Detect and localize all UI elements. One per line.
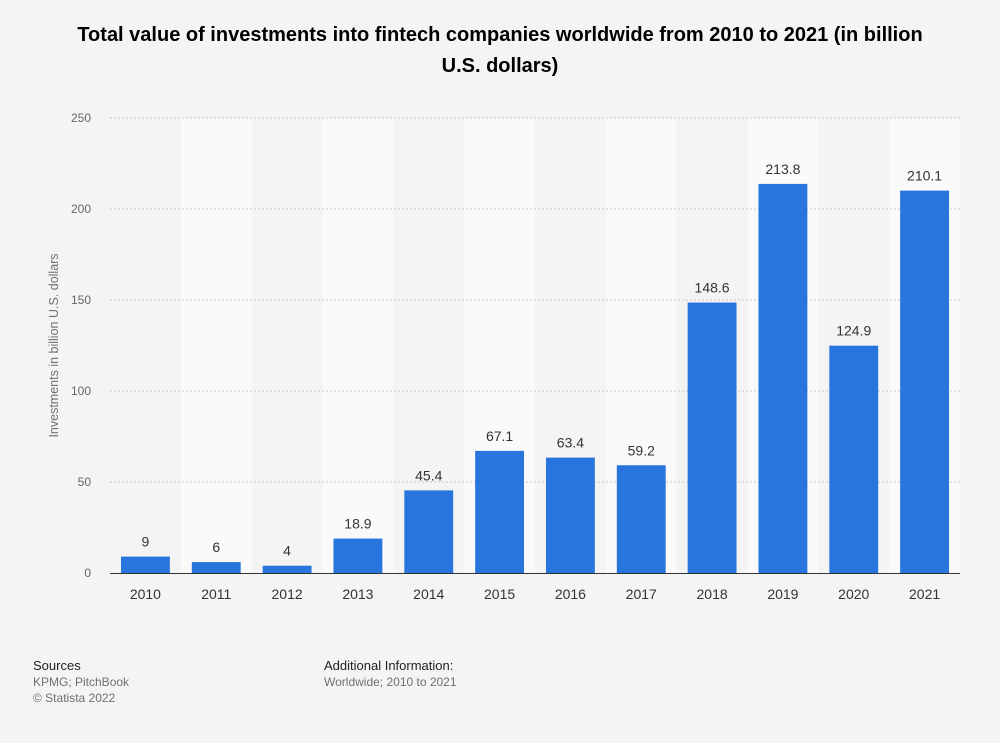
data-label-2019: 213.8 [765, 161, 800, 177]
data-label-2018: 148.6 [695, 280, 730, 296]
chart-title: Total value of investments into fintech … [77, 24, 923, 77]
x-tick-label-2017: 2017 [626, 586, 657, 602]
y-tick-label: 100 [71, 384, 91, 398]
bar-2011 [191, 562, 241, 573]
bar-2010 [120, 556, 170, 573]
bar-2020 [829, 345, 879, 573]
additional-info-heading: Additional Information: [324, 658, 454, 673]
band-2011 [180, 118, 252, 573]
x-tick-label-2012: 2012 [272, 586, 303, 602]
data-label-2015: 67.1 [486, 428, 513, 444]
bar-2013 [333, 538, 383, 573]
data-label-2013: 18.9 [344, 516, 371, 532]
data-label-2017: 59.2 [628, 442, 655, 458]
band-2013 [322, 118, 394, 573]
sources-block: Sources KPMG; PitchBook © Statista 2022 [33, 658, 129, 706]
gridlines [110, 117, 960, 483]
y-tick-label: 200 [71, 202, 91, 216]
bar-2019 [758, 183, 808, 573]
x-tick-label-2018: 2018 [697, 586, 728, 602]
x-tick-label-2021: 2021 [909, 586, 940, 602]
x-tick-label-2013: 2013 [342, 586, 373, 602]
bar-2018 [687, 302, 737, 573]
x-tick-label-2010: 2010 [130, 586, 161, 602]
bar-2017 [616, 465, 666, 573]
x-tick-label-2014: 2014 [413, 586, 444, 602]
x-tick-label-2015: 2015 [484, 586, 515, 602]
sources-heading: Sources [33, 658, 81, 673]
additional-info-text: Worldwide; 2010 to 2021 [324, 675, 457, 689]
y-tick-label: 150 [71, 293, 91, 307]
data-label-2014: 45.4 [415, 467, 442, 483]
data-label-2020: 124.9 [836, 323, 871, 339]
x-tick-label-2020: 2020 [838, 586, 869, 602]
x-tick-label-2019: 2019 [767, 586, 798, 602]
copyright-text: © Statista 2022 [33, 691, 116, 705]
data-label-2021: 210.1 [907, 168, 942, 184]
data-label-2016: 63.4 [557, 435, 584, 451]
bars [120, 183, 950, 574]
data-label-2010: 9 [142, 534, 150, 550]
x-tick-label-2011: 2011 [201, 586, 231, 602]
y-tick-label: 250 [71, 111, 91, 125]
bar-2015 [475, 450, 525, 573]
data-label-2011: 6 [212, 539, 220, 555]
sources-text: KPMG; PitchBook [33, 675, 130, 689]
data-label-2012: 4 [283, 543, 291, 559]
x-axis-ticks: 2010 2011 2012 2013 2014 2015 2016 2017 2018 2019… [130, 586, 941, 602]
x-tick-label-2016: 2016 [555, 586, 586, 602]
data-labels: 9 6 4 18.9 45.4 67.1 63.4 59.2 148.6 213.8 124.9 21… [142, 161, 943, 559]
y-tick-label: 0 [84, 566, 91, 580]
bar-2016 [545, 457, 595, 573]
y-axis-ticks: 0 50 100 150 200 250 [71, 111, 91, 580]
bar-2021 [900, 190, 950, 574]
bar-2014 [404, 490, 454, 573]
y-tick-label: 50 [78, 475, 92, 489]
y-axis-label: Investments in billion U.S. dollars [47, 253, 61, 437]
additional-info-block: Additional Information: Worldwide; 2010 … [324, 658, 457, 690]
bar-2012 [262, 565, 312, 573]
